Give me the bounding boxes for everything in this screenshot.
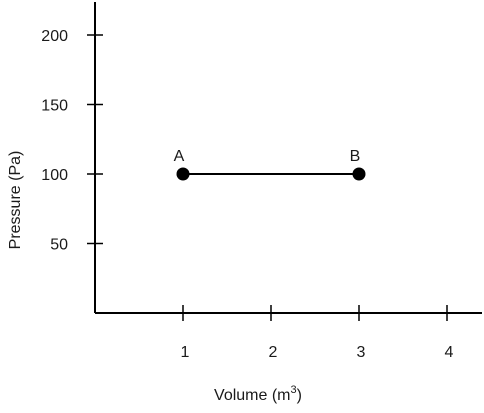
y-tick-label-150: 150 <box>41 98 68 115</box>
x-tick-label-3: 3 <box>357 344 366 361</box>
point-A <box>176 167 190 181</box>
x-axis-label-text: Volume (m <box>214 387 290 404</box>
x-axis-label-close: ) <box>297 387 302 404</box>
ticks: 1 2 3 4 50 100 150 200 <box>41 28 453 361</box>
x-tick-label-2: 2 <box>269 344 278 361</box>
point-label-B: B <box>350 148 361 165</box>
y-tick-label-200: 200 <box>41 28 68 45</box>
x-axis-label-superscript: 3 <box>291 384 297 396</box>
x-tick-label-4: 4 <box>445 344 454 361</box>
y-axis-label: Pressure (Pa) <box>7 151 24 250</box>
x-axis-label: Volume (m3) <box>214 384 302 404</box>
y-tick-label-100: 100 <box>41 167 68 184</box>
x-tick-label-1: 1 <box>181 344 190 361</box>
point-B <box>352 167 366 181</box>
y-tick-label-50: 50 <box>50 237 68 254</box>
point-label-A: A <box>174 148 185 165</box>
axes <box>94 2 482 314</box>
